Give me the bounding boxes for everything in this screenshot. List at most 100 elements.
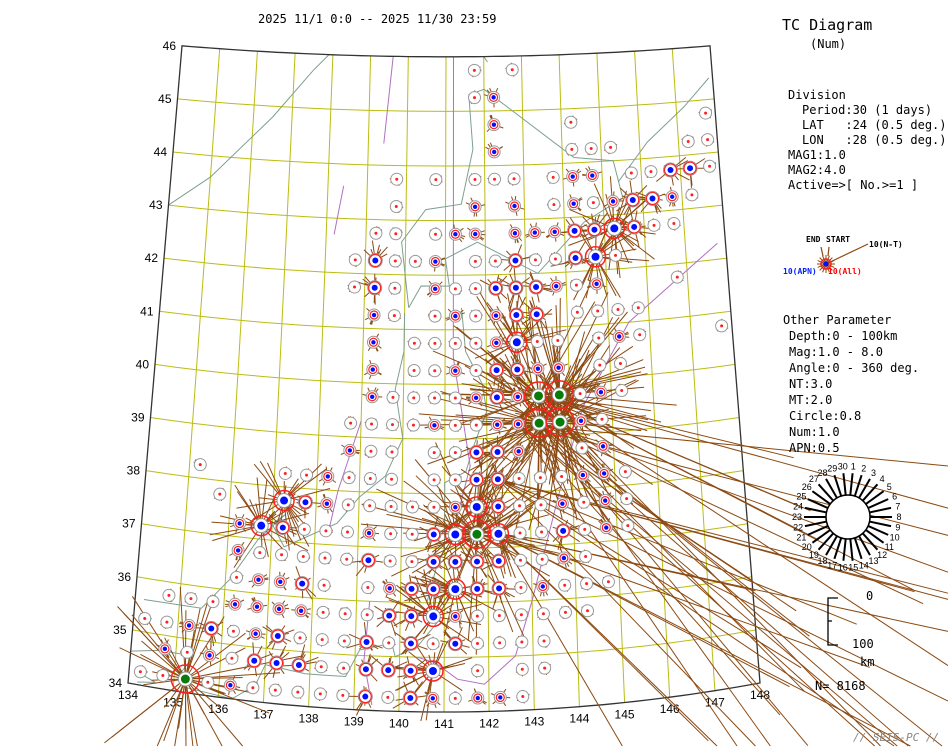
center-dot bbox=[560, 527, 567, 534]
center-dot bbox=[541, 612, 545, 616]
center-dot bbox=[218, 492, 222, 496]
cell-symbol bbox=[567, 250, 583, 266]
mag2-value: MAG2:4.0 bbox=[788, 163, 846, 177]
compass-circle bbox=[825, 494, 871, 540]
center-dot bbox=[578, 418, 584, 423]
day-label: 12 bbox=[877, 550, 887, 560]
center-dot bbox=[519, 586, 523, 590]
center-dot bbox=[686, 139, 690, 143]
cell-symbol bbox=[403, 635, 419, 651]
long-trend-ray bbox=[538, 395, 949, 667]
activity-ring bbox=[359, 662, 373, 676]
activity-ring bbox=[530, 228, 540, 238]
cell-symbol bbox=[533, 471, 547, 485]
trend-ray bbox=[504, 353, 540, 424]
center-dot bbox=[324, 529, 328, 533]
cell-symbol bbox=[213, 487, 227, 501]
day-label: 23 bbox=[792, 512, 802, 522]
trend-ray bbox=[559, 421, 653, 486]
cell-symbol bbox=[269, 655, 285, 671]
center-dot bbox=[540, 530, 544, 534]
cell-symbol bbox=[552, 361, 566, 375]
center-dot bbox=[600, 444, 606, 449]
day-tick bbox=[869, 520, 892, 528]
cell-symbol bbox=[337, 661, 351, 675]
cell-symbol bbox=[685, 188, 699, 202]
center-dot bbox=[601, 471, 607, 476]
param-mag: Mag:1.0 - 8.0 bbox=[789, 345, 883, 359]
cell-symbol bbox=[249, 627, 263, 641]
cell-symbol bbox=[358, 661, 374, 677]
center-dot bbox=[589, 146, 593, 150]
center-dot bbox=[390, 477, 394, 481]
cell-symbol bbox=[547, 198, 561, 212]
cell-symbol bbox=[382, 636, 396, 650]
trend-ray bbox=[185, 672, 281, 680]
cell-symbol bbox=[468, 227, 482, 241]
cell-symbol bbox=[428, 309, 442, 323]
center-dot bbox=[571, 227, 578, 234]
activity-ring bbox=[576, 416, 586, 426]
center-dot bbox=[629, 171, 633, 175]
diagram-subtitle: (Num) bbox=[810, 37, 847, 51]
activity-ring bbox=[567, 224, 582, 238]
cell-symbol bbox=[294, 604, 308, 618]
cell-symbol bbox=[297, 522, 311, 536]
cell-symbol bbox=[505, 63, 519, 77]
cell-symbol bbox=[363, 499, 377, 513]
trend-ray bbox=[388, 599, 434, 617]
cell-symbol bbox=[558, 605, 572, 619]
longitude-tick-label: 141 bbox=[434, 717, 454, 731]
activity-ring bbox=[557, 499, 567, 509]
trend-ray bbox=[119, 647, 186, 680]
center-dot bbox=[251, 686, 255, 690]
cell-symbol bbox=[385, 445, 399, 459]
cell-symbol bbox=[462, 519, 492, 550]
center-dot bbox=[569, 120, 573, 124]
cell-symbol bbox=[360, 552, 376, 568]
cell-symbol bbox=[447, 636, 463, 652]
cell-symbol bbox=[488, 254, 502, 268]
activity-ring bbox=[403, 691, 417, 705]
long-trend-ray bbox=[538, 422, 810, 637]
center-dot bbox=[347, 448, 353, 453]
center-dot bbox=[430, 696, 435, 701]
cell-symbol bbox=[343, 443, 357, 457]
cell-symbol bbox=[468, 200, 482, 214]
activity-ring bbox=[470, 582, 484, 596]
trend-ray bbox=[555, 305, 560, 395]
cell-symbols bbox=[133, 63, 729, 706]
cell-symbol bbox=[594, 385, 608, 399]
day-tick bbox=[869, 506, 892, 514]
center-dot bbox=[366, 586, 370, 590]
day-tick bbox=[849, 538, 854, 561]
cell-symbol bbox=[427, 473, 441, 487]
cell-symbol bbox=[468, 172, 482, 186]
activity-ring bbox=[369, 310, 379, 320]
activity-ring bbox=[491, 499, 505, 514]
cell-symbol bbox=[557, 551, 571, 565]
activity-ring bbox=[544, 380, 575, 410]
longitude-tick-label: 148 bbox=[750, 688, 770, 702]
cell-symbol bbox=[682, 160, 698, 176]
cell-symbol bbox=[250, 600, 264, 614]
center-dot bbox=[387, 641, 391, 645]
cell-symbol bbox=[293, 631, 307, 645]
center-dot bbox=[453, 313, 458, 319]
trend-ray bbox=[478, 388, 540, 424]
cell-symbol bbox=[340, 525, 354, 539]
day-tick bbox=[833, 474, 843, 497]
activity-ring bbox=[596, 387, 606, 397]
cell-symbol bbox=[662, 162, 678, 178]
activity-ring bbox=[491, 472, 505, 486]
activity-ring bbox=[247, 654, 261, 668]
cell-symbol bbox=[427, 446, 441, 460]
activity-ring bbox=[367, 392, 377, 402]
cell-symbol bbox=[578, 522, 592, 536]
longitude-line bbox=[596, 53, 626, 703]
activity-ring bbox=[275, 577, 285, 587]
cell-symbol bbox=[448, 336, 462, 350]
center-dot bbox=[520, 640, 524, 644]
cell-symbol bbox=[426, 691, 440, 705]
center-dot bbox=[598, 390, 604, 395]
